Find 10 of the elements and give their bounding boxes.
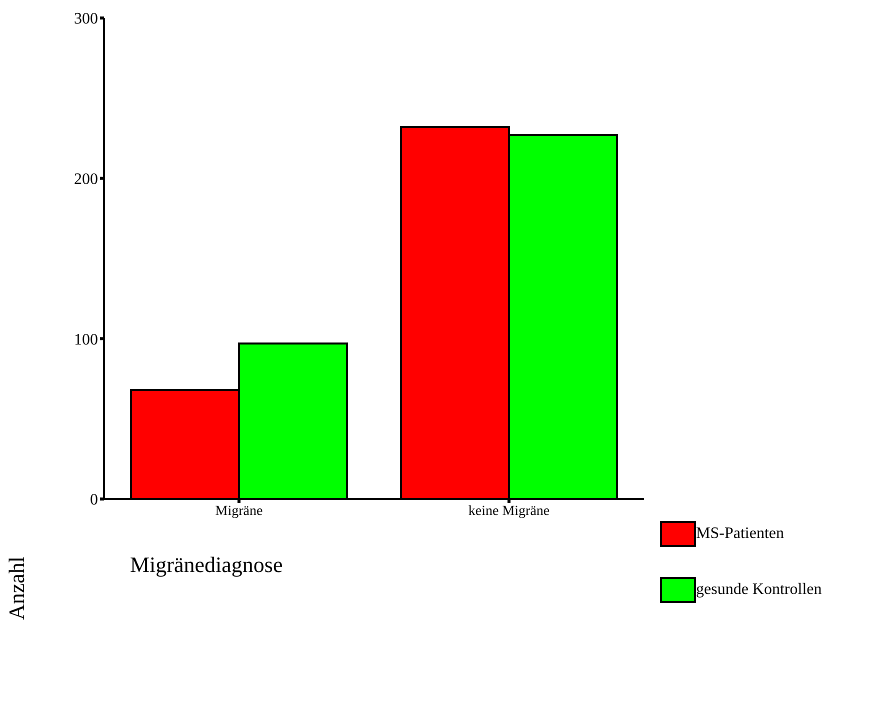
x-tick-label: keine Migräne [468, 504, 550, 519]
y-tick-label: 300 [74, 10, 98, 28]
x-tick-label: Migräne [215, 504, 263, 519]
y-axis-title: Anzahl [4, 556, 29, 620]
legend-label: MS-Patienten [696, 525, 784, 543]
y-tick-label: 100 [74, 331, 98, 348]
legend-label: gesunde Kontrollen [696, 581, 822, 599]
x-axis-title: Migränediagnose [130, 552, 283, 577]
y-tick-label: 0 [90, 492, 98, 509]
y-tick-label: 200 [74, 171, 98, 188]
